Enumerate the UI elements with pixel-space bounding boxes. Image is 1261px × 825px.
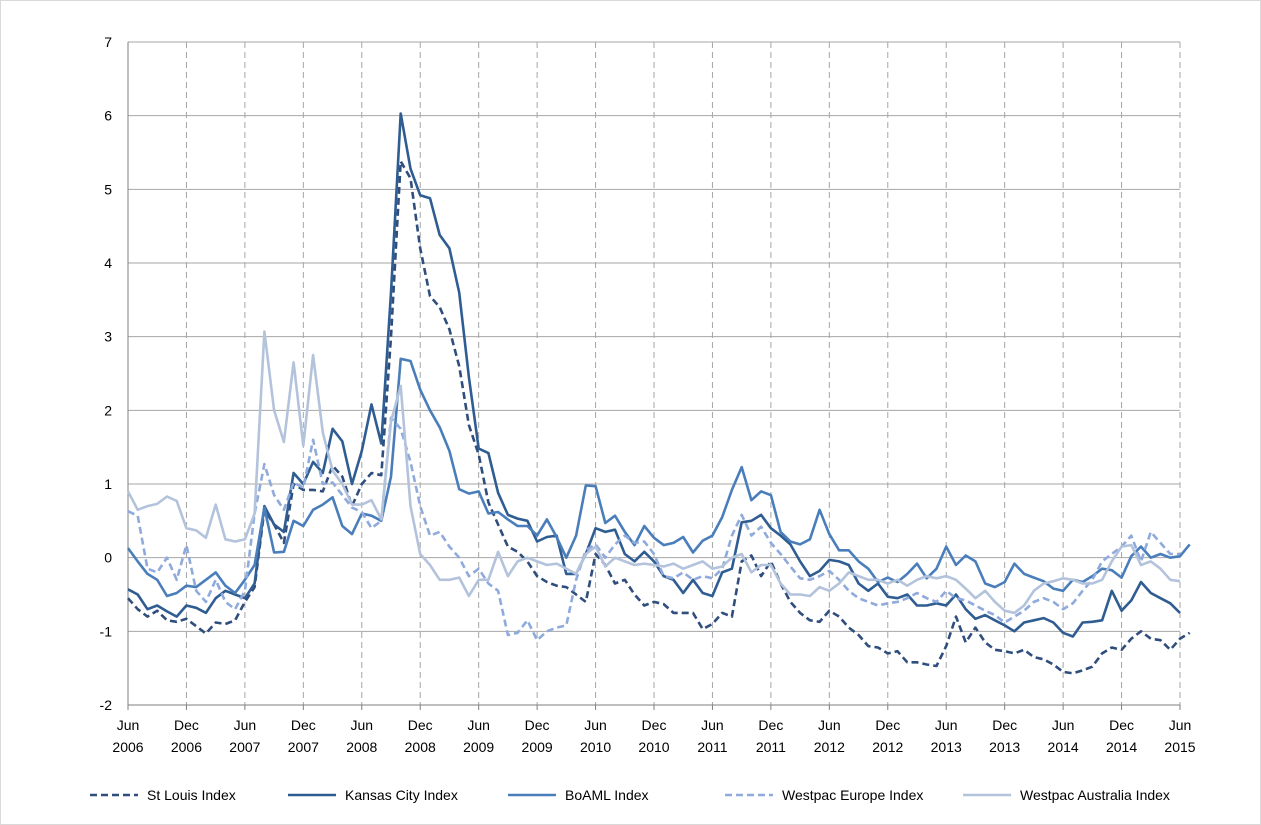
x-tick-label-year: 2014 (1106, 739, 1137, 755)
y-tick-label: 4 (104, 255, 112, 271)
x-tick-label-year: 2006 (112, 739, 143, 755)
legend: St Louis Index Kansas City Index BoAML Ind… (90, 787, 1170, 803)
y-axis-tick-labels: -2 -1 0 1 2 3 4 5 6 7 (100, 34, 113, 713)
x-tick-label-year: 2007 (288, 739, 319, 755)
x-tick-label-month: Jun (701, 717, 724, 733)
x-tick-label-month: Jun (467, 717, 490, 733)
series-line-4 (127, 416, 1180, 642)
x-tick-label-year: 2012 (872, 739, 903, 755)
x-tick-label-year: 2014 (1048, 739, 1079, 755)
x-tick-label-month: Jun (1052, 717, 1075, 733)
x-tick-label-year: 2013 (931, 739, 962, 755)
y-tick-label: 2 (104, 402, 112, 418)
y-tick-label: 1 (104, 476, 112, 492)
x-tick-label-month: Dec (174, 717, 199, 733)
series-line-1 (127, 160, 1191, 675)
x-tick-label-month: Jun (818, 717, 841, 733)
x-tick-label-year: 2009 (522, 739, 553, 755)
legend-item: Kansas City Index (288, 787, 458, 803)
legend-label: St Louis Index (147, 787, 236, 803)
y-tick-label: -2 (100, 697, 113, 713)
y-tick-label: -1 (100, 623, 113, 639)
x-tick-label-year: 2012 (814, 739, 845, 755)
x-tick-label-month: Jun (1169, 717, 1192, 733)
legend-label: Westpac Australia Index (1020, 787, 1170, 803)
legend-label: Westpac Europe Index (782, 787, 923, 803)
legend-item: Westpac Europe Index (725, 787, 923, 803)
y-tick-label: 5 (104, 181, 112, 197)
x-tick-label-month: Dec (291, 717, 316, 733)
legend-item: St Louis Index (90, 787, 236, 803)
series-line-5 (126, 330, 1181, 615)
x-tick-label-year: 2008 (346, 739, 377, 755)
x-tick-label-year: 2013 (989, 739, 1020, 755)
x-tick-label-year: 2011 (697, 739, 727, 755)
x-tick-label-year: 2011 (756, 739, 786, 755)
x-tick-label-month: Dec (1109, 717, 1134, 733)
legend-item: BoAML Index (508, 787, 649, 803)
y-tick-label: 7 (104, 34, 112, 50)
legend-label: BoAML Index (565, 787, 649, 803)
x-tick-label-year: 2015 (1164, 739, 1195, 755)
x-tick-label-month: Dec (758, 717, 783, 733)
x-tick-label-month: Jun (350, 717, 373, 733)
series-lines (126, 112, 1191, 675)
x-tick-label-year: 2010 (638, 739, 669, 755)
x-tick-label-month: Dec (525, 717, 550, 733)
y-tick-label: 3 (104, 329, 112, 345)
series-line-3 (126, 357, 1191, 598)
x-tick-label-year: 2010 (580, 739, 611, 755)
x-tick-label-year: 2007 (229, 739, 260, 755)
x-tick-label-month: Jun (584, 717, 607, 733)
legend-label: Kansas City Index (345, 787, 458, 803)
x-tick-label-month: Jun (935, 717, 958, 733)
x-tick-label-year: 2006 (171, 739, 202, 755)
axes (127, 42, 1181, 710)
x-tick-label-month: Dec (992, 717, 1017, 733)
y-tick-label: 6 (104, 108, 112, 124)
x-tick-label-month: Dec (642, 717, 667, 733)
x-tick-label-year: 2009 (463, 739, 494, 755)
x-tick-label-month: Dec (408, 717, 433, 733)
x-tick-label-month: Jun (234, 717, 257, 733)
y-tick-label: 0 (104, 550, 112, 566)
legend-item: Westpac Australia Index (963, 787, 1170, 803)
x-tick-label-month: Jun (117, 717, 140, 733)
x-axis-tick-labels: Jun 2006 Dec 2006 Jun 2007 Dec 2007 Jun 2008 Dec 20… (112, 717, 1195, 755)
x-tick-label-month: Dec (875, 717, 900, 733)
vertical-gridlines (185, 42, 1181, 705)
x-tick-label-year: 2008 (405, 739, 436, 755)
